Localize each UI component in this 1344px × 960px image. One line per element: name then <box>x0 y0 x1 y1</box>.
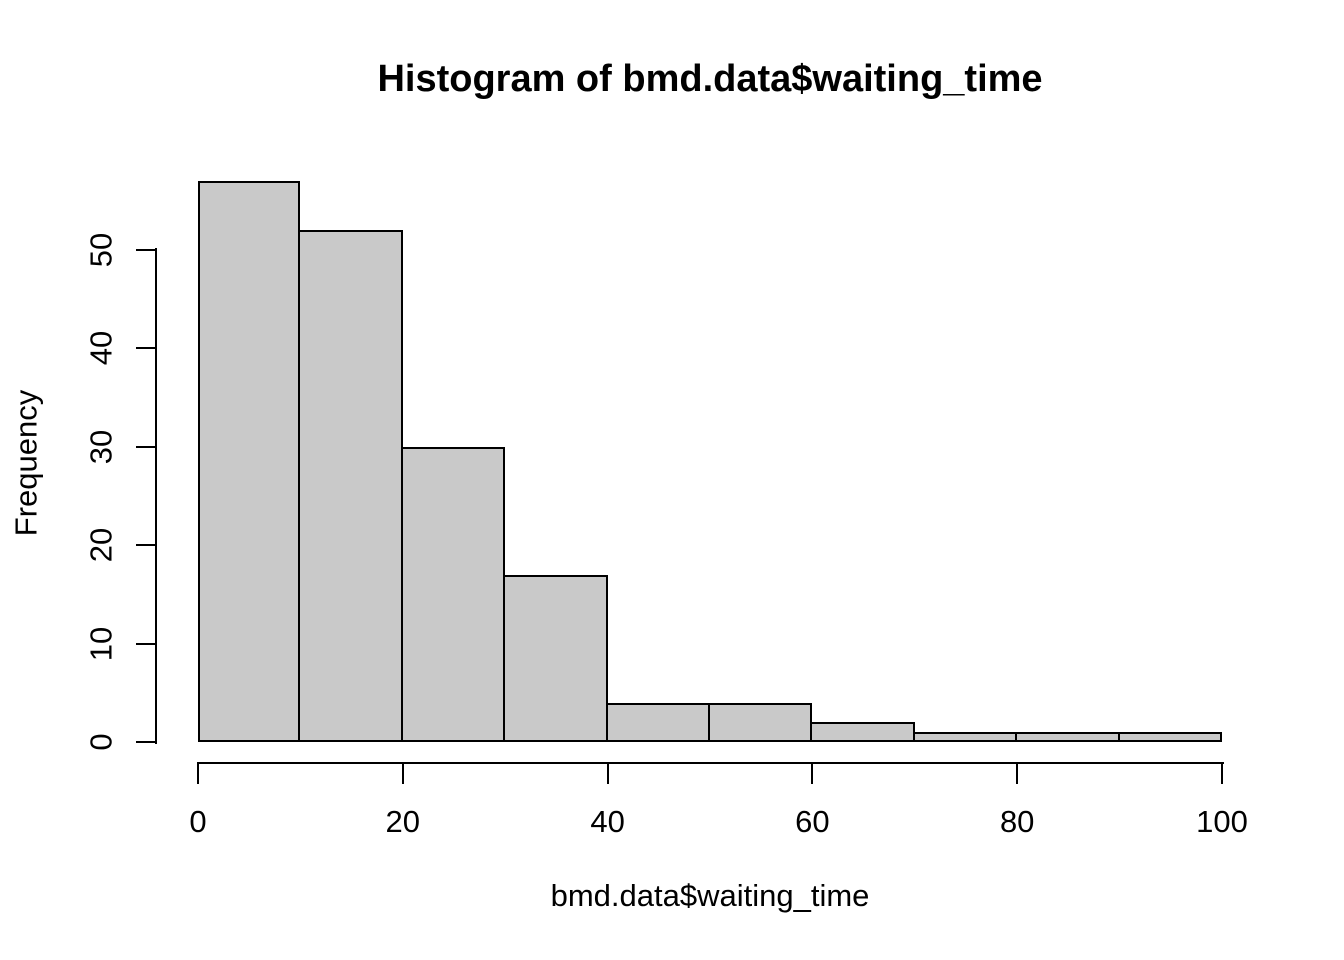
histogram-bar <box>810 722 915 742</box>
x-tick <box>1016 762 1019 784</box>
histogram-bar <box>605 702 710 742</box>
histogram-bar <box>400 446 506 742</box>
histogram-bar <box>912 732 1018 742</box>
y-tick-label: 0 <box>83 733 119 751</box>
x-axis-line <box>197 762 1224 764</box>
histogram-bar <box>298 229 403 742</box>
y-tick <box>136 347 156 349</box>
y-tick-label: 10 <box>83 626 119 661</box>
x-tick-label: 80 <box>999 804 1035 839</box>
x-tick-label: 20 <box>385 804 421 839</box>
histogram-bar <box>198 180 301 742</box>
y-axis-title: Frequency <box>8 389 44 537</box>
y-tick-label: 30 <box>83 429 119 464</box>
x-tick-label: 100 <box>1196 804 1248 839</box>
x-axis-title: bmd.data$waiting_time <box>550 878 870 913</box>
x-tick-label: 0 <box>189 804 207 839</box>
y-axis-line <box>155 248 157 744</box>
x-tick-label: 60 <box>795 804 830 839</box>
x-tick <box>1221 762 1223 784</box>
y-tick-label: 40 <box>83 330 119 366</box>
x-tick <box>401 762 404 784</box>
x-tick-label: 40 <box>590 804 625 839</box>
y-tick <box>136 642 156 645</box>
x-tick <box>811 762 814 784</box>
y-tick <box>136 445 156 448</box>
y-tick <box>136 741 156 743</box>
y-tick-label: 20 <box>83 527 119 563</box>
chart-title: Histogram of bmd.data$waiting_time <box>377 58 1043 100</box>
histogram-bar <box>708 702 813 742</box>
y-tick <box>136 248 156 251</box>
histogram-bar <box>503 574 608 742</box>
histogram-bar <box>1015 732 1120 742</box>
histogram-bar <box>1117 732 1222 742</box>
y-tick <box>136 544 156 546</box>
y-tick-label: 50 <box>83 232 119 267</box>
x-tick <box>197 762 199 784</box>
x-tick <box>606 762 609 784</box>
